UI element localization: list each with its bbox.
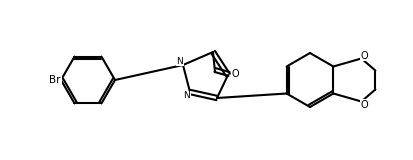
Text: N: N <box>183 92 190 100</box>
Text: Br: Br <box>50 75 61 85</box>
Text: O: O <box>360 100 367 109</box>
Text: O: O <box>360 51 367 60</box>
Text: N: N <box>176 56 183 65</box>
Text: O: O <box>230 69 238 79</box>
